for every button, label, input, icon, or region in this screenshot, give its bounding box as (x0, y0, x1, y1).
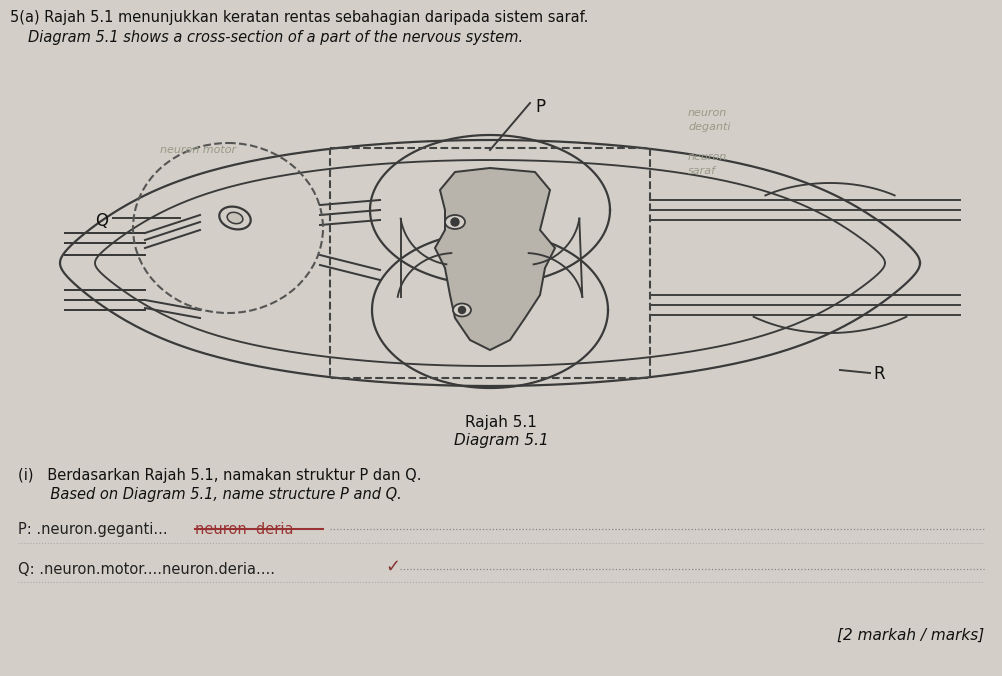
Ellipse shape (227, 212, 242, 224)
Text: R: R (873, 365, 885, 383)
Circle shape (451, 218, 459, 226)
Text: Diagram 5.1: Diagram 5.1 (454, 433, 548, 448)
Text: Q: Q (95, 212, 108, 230)
Ellipse shape (445, 215, 465, 229)
Text: Diagram 5.1 shows a cross-section of a part of the nervous system.: Diagram 5.1 shows a cross-section of a p… (28, 30, 523, 45)
Text: neuron: neuron (688, 108, 727, 118)
Text: Rajah 5.1: Rajah 5.1 (465, 415, 537, 430)
Circle shape (459, 306, 466, 314)
Text: ✓: ✓ (385, 558, 400, 576)
Text: P: P (535, 98, 545, 116)
Text: [2 markah / marks]: [2 markah / marks] (837, 628, 984, 643)
Text: 5(a) Rajah 5.1 menunjukkan keratan rentas sebahagian daripada sistem saraf.: 5(a) Rajah 5.1 menunjukkan keratan renta… (10, 10, 588, 25)
Text: Q: .neuron.motor....neuron.deria....: Q: .neuron.motor....neuron.deria.... (18, 562, 275, 577)
Text: neuron  deria: neuron deria (195, 522, 294, 537)
Polygon shape (435, 168, 555, 350)
Ellipse shape (453, 304, 471, 316)
Text: (i)   Berdasarkan Rajah 5.1, namakan struktur P dan Q.: (i) Berdasarkan Rajah 5.1, namakan struk… (18, 468, 422, 483)
Text: Based on Diagram 5.1, name structure P and Q.: Based on Diagram 5.1, name structure P a… (18, 487, 402, 502)
Bar (330, 148, 650, 378)
Ellipse shape (219, 207, 250, 229)
Text: neuron motor: neuron motor (160, 145, 236, 155)
Text: neuron: neuron (688, 152, 727, 162)
Text: saraf: saraf (688, 166, 716, 176)
Text: deganti: deganti (688, 122, 730, 132)
Text: P: .neuron.geganti...: P: .neuron.geganti... (18, 522, 167, 537)
